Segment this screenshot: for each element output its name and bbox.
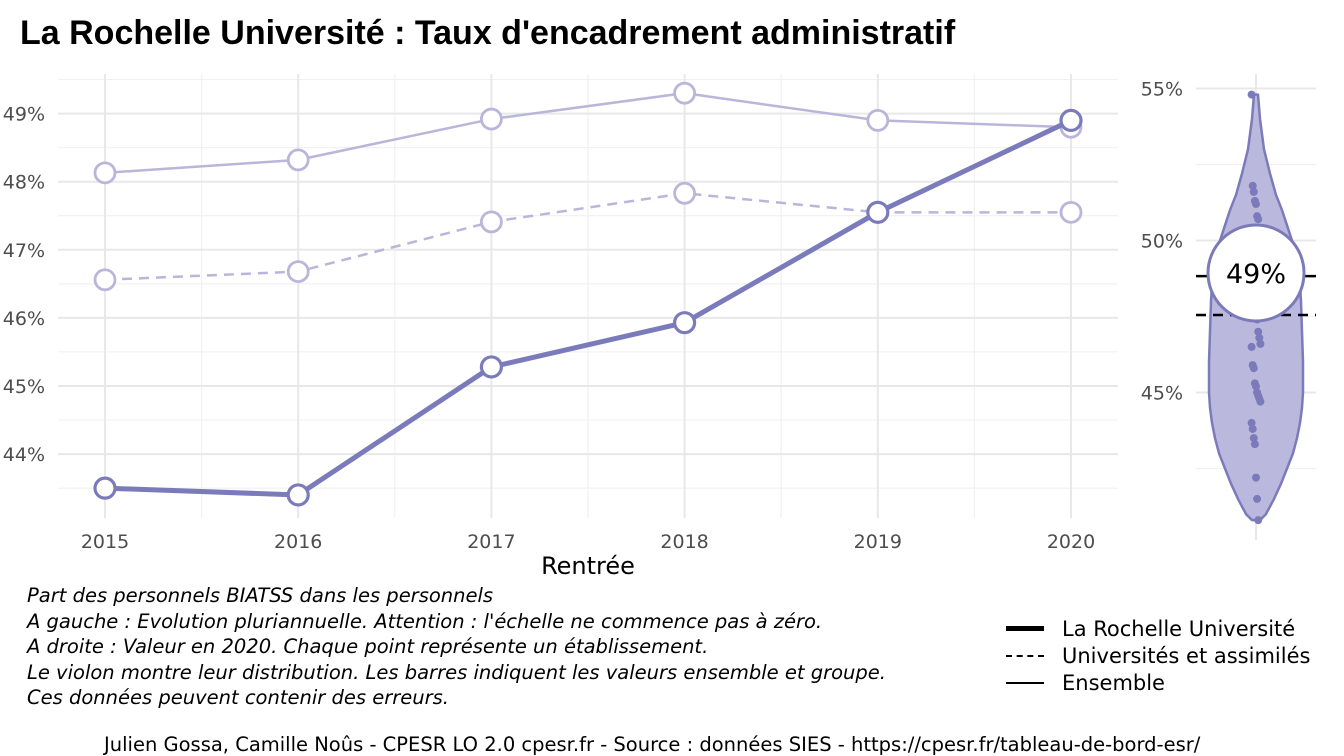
y-tick-label: 47% [3,240,45,262]
violin-point [1249,187,1258,196]
legend-label: Universités et assimilés [1062,643,1311,668]
legend-key-thick [1006,626,1044,631]
legend-item-universites: Universités et assimilés [1006,642,1310,669]
violin-point [1254,215,1263,224]
violin-y-tick-label: 50% [1141,231,1183,253]
violin-point [1254,516,1263,525]
violin-point [1256,339,1265,348]
x-tick-label: 2016 [274,531,322,553]
x-tick-label: 2017 [467,531,515,553]
data-point [1059,200,1083,224]
line-panel: 44% 45% 46% 47% 48% 49% 2015 2016 2017 2018 2019 20… [3,74,1118,553]
violin-panel: 45% 50% 55% 49% [1141,74,1316,540]
violin-point [1256,397,1265,406]
data-point [93,476,117,500]
caption-line: Le violon montre leur distribution. Les … [27,660,886,684]
caption: Part des personnels BIATSS dans les pers… [27,583,886,711]
caption-line: Part des personnels BIATSS dans les pers… [27,584,494,607]
highlight-circle [1206,223,1306,323]
data-point [1059,108,1083,133]
chart-canvas: 44% 45% 46% 47% 48% 49% 2015 2016 2017 2018 2019 20… [3,74,1316,580]
legend-key-thin [1006,681,1044,684]
violin-y-tick-label: 55% [1141,79,1183,101]
x-tick-label: 2018 [660,531,708,553]
y-tick-label: 44% [3,444,45,466]
violin-point [1252,473,1260,482]
y-tick-label: 45% [3,376,45,398]
data-point [479,355,503,379]
violin-point [1248,424,1257,433]
footer-credits: Julien Gossa, Camille Noûs - CPESR LO 2.… [104,733,1201,756]
data-point [286,483,310,507]
data-point [673,81,696,105]
highlight-label: 49% [1226,259,1286,290]
legend-item-ensemble: Ensemble [1006,669,1310,696]
violin-point [1254,327,1263,336]
violin-point [1247,342,1256,351]
x-tick-label: 2015 [81,531,129,553]
series-line-0 [104,118,1073,498]
legend-item-la-rochelle: La Rochelle Université [1006,615,1310,642]
y-tick-label: 46% [3,308,45,330]
violin-y-tick-label: 45% [1141,383,1183,405]
data-point [479,210,503,234]
legend: La Rochelle Université Universités et as… [1006,615,1310,696]
data-point [286,148,310,172]
violin-point [1249,364,1258,373]
caption-line: Ces données peuvent contenir des erreurs… [27,686,449,710]
y-tick-label: 49% [3,104,45,126]
data-point [286,260,310,283]
violin-point [1253,494,1262,503]
violin-point [1255,333,1264,342]
violin-point [1247,90,1256,99]
violin-point [1249,434,1258,443]
data-point [93,161,117,185]
violin-point [1247,418,1256,427]
data-point [93,268,117,292]
data-point [866,200,890,224]
data-point [673,181,696,205]
violin-point [1252,382,1260,391]
violin-point [1252,200,1260,209]
legend-key-dashed [1006,654,1044,657]
y-tick-label: 48% [3,172,45,194]
caption-line: A droite : Valeur en 2020. Chaque point … [27,635,709,659]
legend-label: Ensemble [1062,670,1165,695]
x-axis-title: Rentrée [541,552,635,580]
x-tick-label: 2020 [1047,531,1095,553]
violin-point [1250,440,1259,449]
data-point [672,311,697,335]
x-tick-label: 2019 [854,531,902,553]
legend-label: La Rochelle Université [1062,616,1296,641]
chart-title: La Rochelle Université : Taux d'encadrem… [20,14,956,52]
data-point [866,109,890,132]
data-point [479,107,503,131]
caption-line: A gauche : Evolution pluriannuelle. Atte… [27,609,823,633]
violin-point [1248,181,1257,190]
series-line-2 [104,91,1072,175]
series-line-1 [104,192,1071,282]
